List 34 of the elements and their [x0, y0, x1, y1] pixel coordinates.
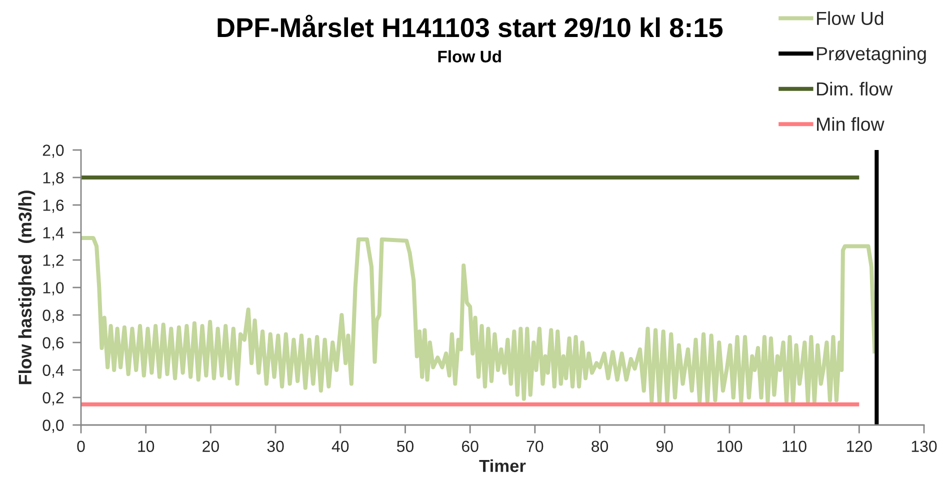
y-tick-label: 0,2 [42, 392, 64, 406]
x-tick-label: 40 [332, 440, 349, 452]
legend-label: Min flow [817, 117, 884, 131]
legend-label: Prøvetagning [817, 46, 926, 64]
x-tick-label: 30 [267, 440, 284, 452]
legend-label: Dim. flow [817, 82, 893, 96]
y-tick-label: 1,2 [43, 254, 64, 268]
x-axis-title: Timer [479, 459, 526, 472]
x-tick-label: 130 [912, 440, 937, 452]
x-tick-label: 60 [462, 440, 478, 452]
y-axis-title: Flow hastighed (m3/h) [18, 190, 36, 384]
legend-label: Flow Ud [817, 11, 884, 26]
x-tick-label: 70 [526, 440, 544, 452]
x-tick-label: 120 [847, 440, 872, 452]
y-tick-label: 1,8 [43, 172, 64, 186]
y-tick-label: 1,4 [43, 227, 64, 240]
x-tick-label: 90 [656, 440, 673, 452]
chart-title: DPF-Mårslet H141103 start 29/10 kl 8:15 [218, 14, 723, 38]
y-tick-label: 0,8 [42, 310, 64, 323]
y-tick-label: 1,6 [43, 200, 64, 213]
y-tick-label: 0,4 [42, 364, 64, 378]
line-series [81, 236, 877, 404]
x-tick-label: 100 [717, 440, 742, 452]
x-tick-label: 20 [202, 440, 219, 452]
y-tick-label: 0,0 [42, 420, 64, 433]
chart-subtitle: Flow Ud [438, 50, 501, 62]
y-tick-label: 2,0 [42, 144, 64, 158]
x-tick-label: 10 [138, 440, 154, 452]
x-tick-label: 50 [396, 440, 414, 452]
y-tick-label: 0,6 [42, 337, 64, 350]
x-tick-label: 0 [77, 440, 85, 452]
x-tick-label: 110 [782, 440, 806, 452]
y-tick-label: 1,0 [43, 282, 64, 296]
x-tick-label: 80 [592, 440, 608, 452]
